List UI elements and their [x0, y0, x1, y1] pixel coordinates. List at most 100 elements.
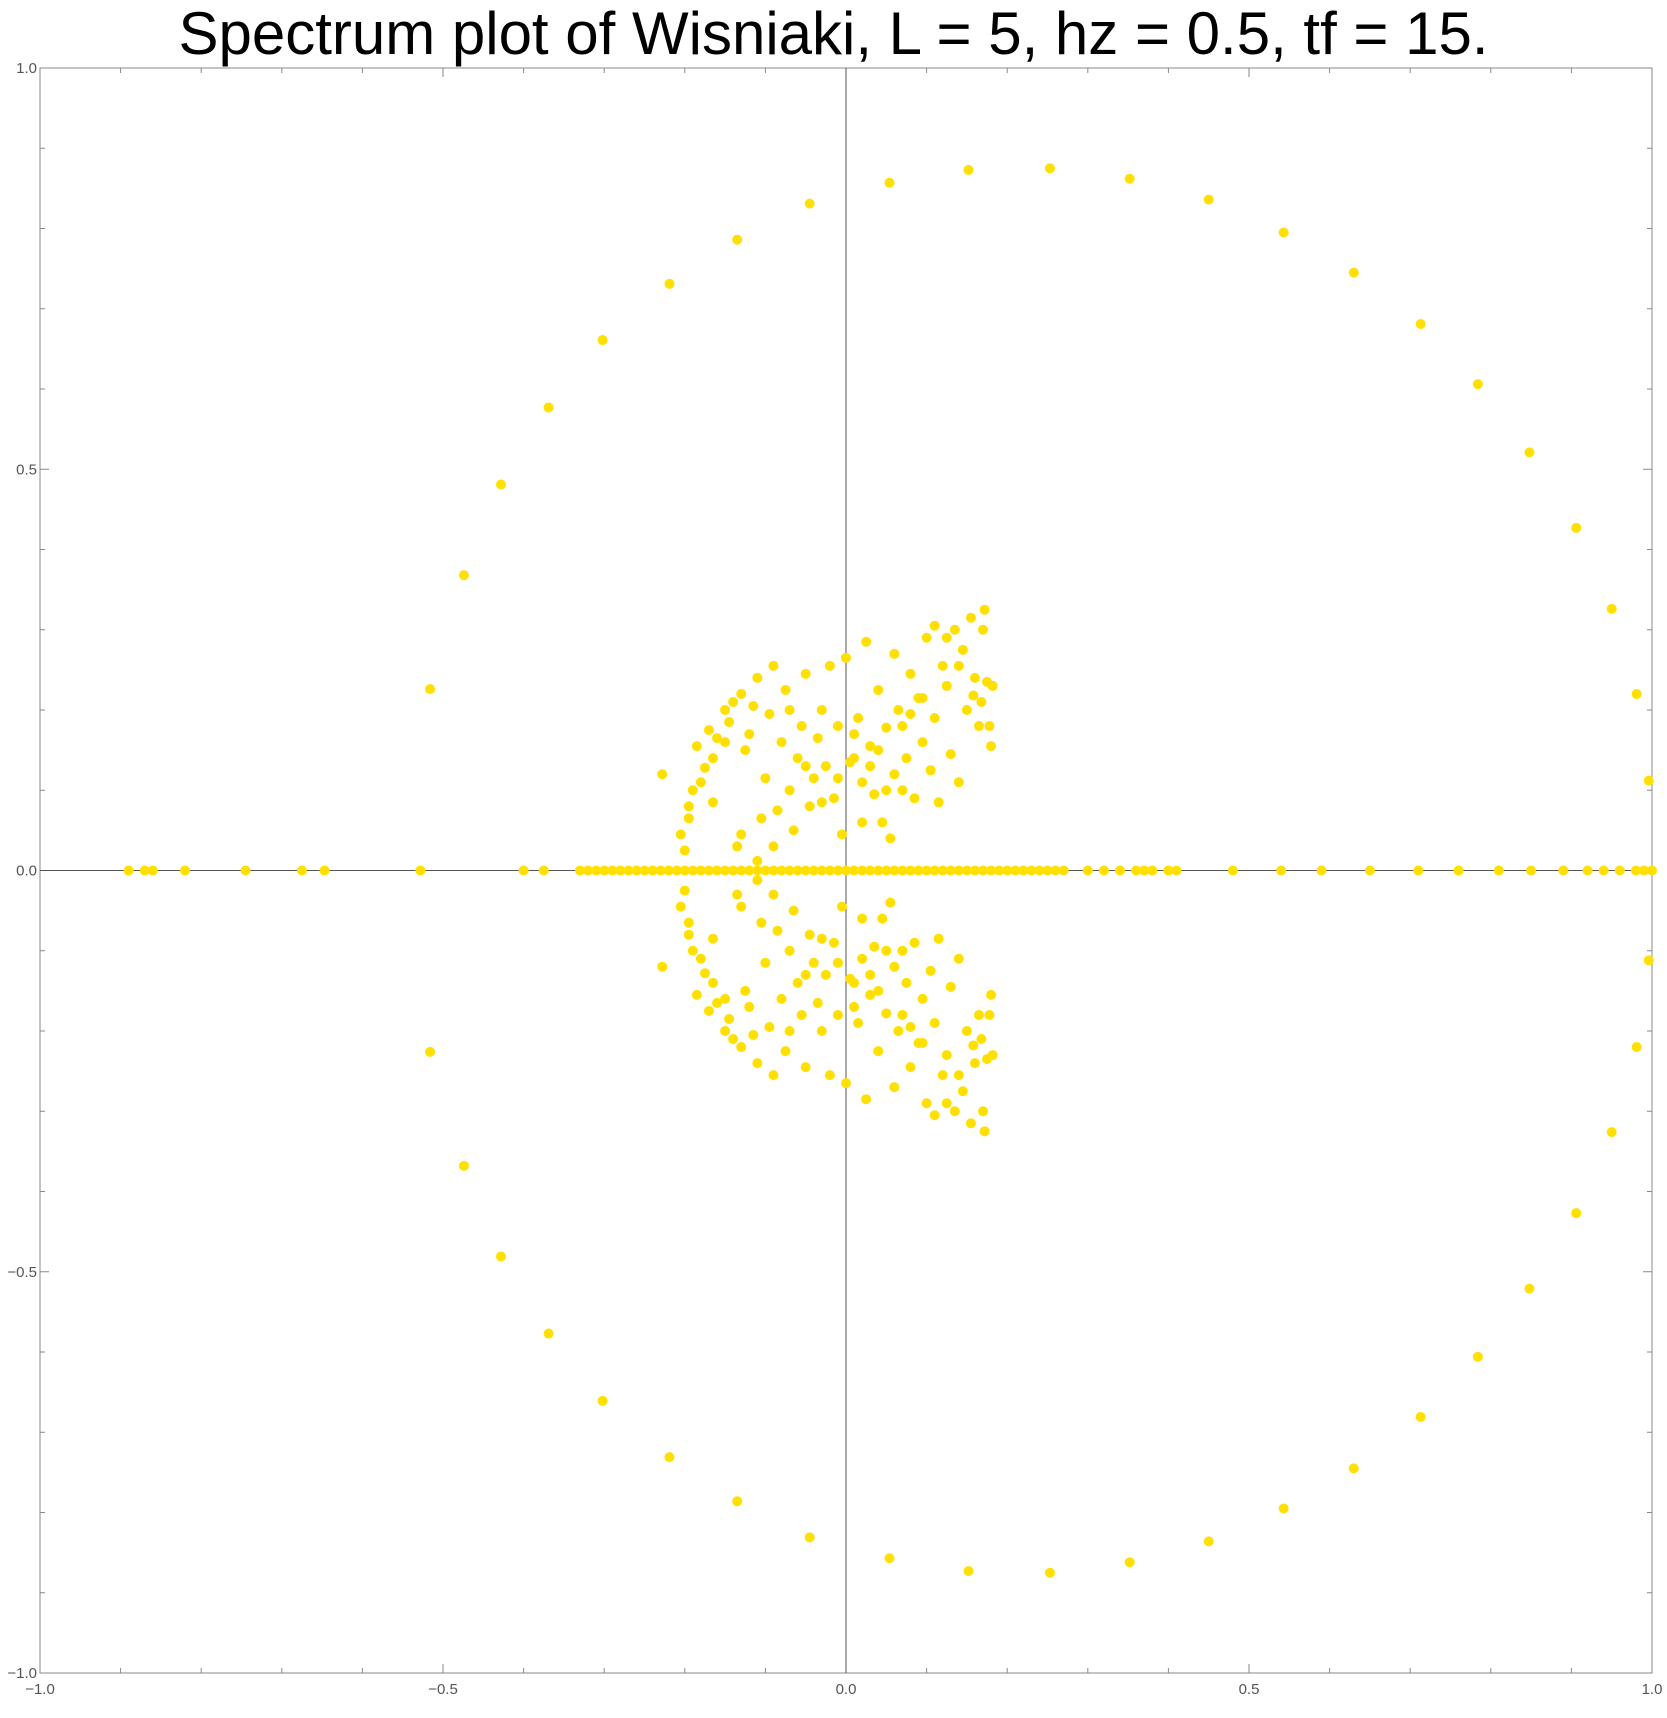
data-point-real: [1558, 865, 1569, 876]
data-point-real: [1598, 865, 1609, 876]
data-point-inner: [703, 1005, 714, 1016]
data-point-real: [1493, 865, 1504, 876]
data-point-inner: [929, 713, 940, 724]
data-point-real: [538, 865, 549, 876]
data-point-inner: [679, 885, 690, 896]
data-point-inner: [921, 632, 932, 643]
y-tick-label: 0.5: [16, 461, 37, 478]
data-point-real: [905, 865, 916, 876]
y-tick-label: −1.0: [7, 1665, 37, 1682]
data-point-outer: [884, 177, 895, 188]
data-point-inner: [800, 1062, 811, 1073]
data-point-inner: [740, 745, 751, 756]
data-point-inner: [933, 797, 944, 808]
data-point-inner: [760, 957, 771, 968]
y-tick-label: 0.0: [16, 863, 37, 880]
data-point-inner: [820, 969, 831, 980]
data-point-inner: [832, 957, 843, 968]
data-point-inner: [812, 997, 823, 1008]
data-point-inner: [853, 1017, 864, 1028]
data-point-inner: [905, 668, 916, 679]
data-point-outer: [732, 1496, 743, 1507]
data-point-real: [994, 865, 1005, 876]
data-point-inner: [873, 1046, 884, 1057]
data-point-outer: [664, 1452, 675, 1463]
data-point-real: [776, 865, 787, 876]
data-point-inner: [881, 1008, 892, 1019]
data-point-inner: [917, 737, 928, 748]
data-point-inner: [857, 953, 868, 964]
data-point-real: [921, 865, 932, 876]
data-point-inner: [720, 737, 731, 748]
data-point-inner: [784, 705, 795, 715]
data-point-inner: [957, 1086, 968, 1097]
data-point-inner: [873, 985, 884, 996]
data-point-inner: [760, 773, 771, 784]
data-point-real: [695, 865, 706, 876]
data-point-inner: [893, 705, 904, 715]
data-point-inner: [873, 684, 884, 695]
data-point-inner: [901, 753, 912, 764]
data-point-inner: [744, 729, 755, 740]
data-point-outer: [1278, 1503, 1289, 1514]
data-point-real: [800, 865, 811, 876]
data-point-inner: [816, 797, 827, 808]
data-point-inner: [764, 709, 775, 720]
data-point-inner: [732, 841, 743, 852]
data-point-inner: [953, 777, 964, 788]
data-point-inner: [905, 1021, 916, 1032]
data-point-inner: [865, 989, 876, 1000]
data-point-inner: [937, 1070, 948, 1081]
data-point-real: [123, 865, 134, 876]
data-point-real: [865, 865, 876, 876]
data-point-inner: [832, 1009, 843, 1020]
data-point-outer: [1606, 1127, 1617, 1138]
data-point-inner: [824, 660, 835, 671]
data-point-outer: [664, 278, 675, 289]
data-point-outer: [1643, 955, 1654, 966]
data-point-outer: [1415, 318, 1426, 329]
data-point-inner: [984, 721, 995, 732]
data-point-inner: [804, 801, 815, 812]
data-point-real: [937, 865, 948, 876]
data-point-inner: [675, 829, 686, 840]
data-point-real: [703, 865, 714, 876]
data-point-outer: [804, 1532, 815, 1543]
data-point-real: [945, 865, 956, 876]
data-point-inner: [865, 969, 876, 980]
data-point-inner: [857, 817, 868, 828]
data-point-inner: [865, 761, 876, 772]
data-point-real: [1630, 865, 1641, 876]
data-point-outer: [425, 1046, 436, 1057]
data-point-inner: [732, 889, 743, 900]
data-point-inner: [865, 741, 876, 752]
data-point-inner: [978, 1106, 989, 1117]
data-point-inner: [979, 604, 990, 615]
data-point-inner: [976, 696, 987, 707]
data-point-inner: [929, 620, 940, 631]
x-tick-label: 0.5: [1239, 1681, 1260, 1698]
data-point-real: [978, 865, 989, 876]
data-point-inner: [873, 745, 884, 756]
data-point-inner: [987, 680, 998, 691]
data-point-real: [913, 865, 924, 876]
data-point-outer: [1524, 447, 1535, 458]
data-point-inner: [695, 777, 706, 788]
data-point-real: [1018, 865, 1029, 876]
data-point-inner: [929, 1017, 940, 1028]
data-point-inner: [796, 1009, 807, 1020]
data-point-outer: [1643, 775, 1654, 786]
data-point-outer: [804, 198, 815, 209]
data-point-inner: [965, 612, 976, 623]
data-point-inner: [929, 1110, 940, 1121]
data-point-inner: [776, 737, 787, 748]
data-point-real: [929, 865, 940, 876]
data-point-inner: [836, 829, 847, 840]
data-point-inner: [804, 929, 815, 940]
data-point-inner: [968, 1040, 979, 1051]
data-point-real: [832, 865, 843, 876]
data-point-inner: [816, 933, 827, 944]
data-point-outer: [1415, 1412, 1426, 1423]
data-point-inner: [720, 1026, 731, 1036]
